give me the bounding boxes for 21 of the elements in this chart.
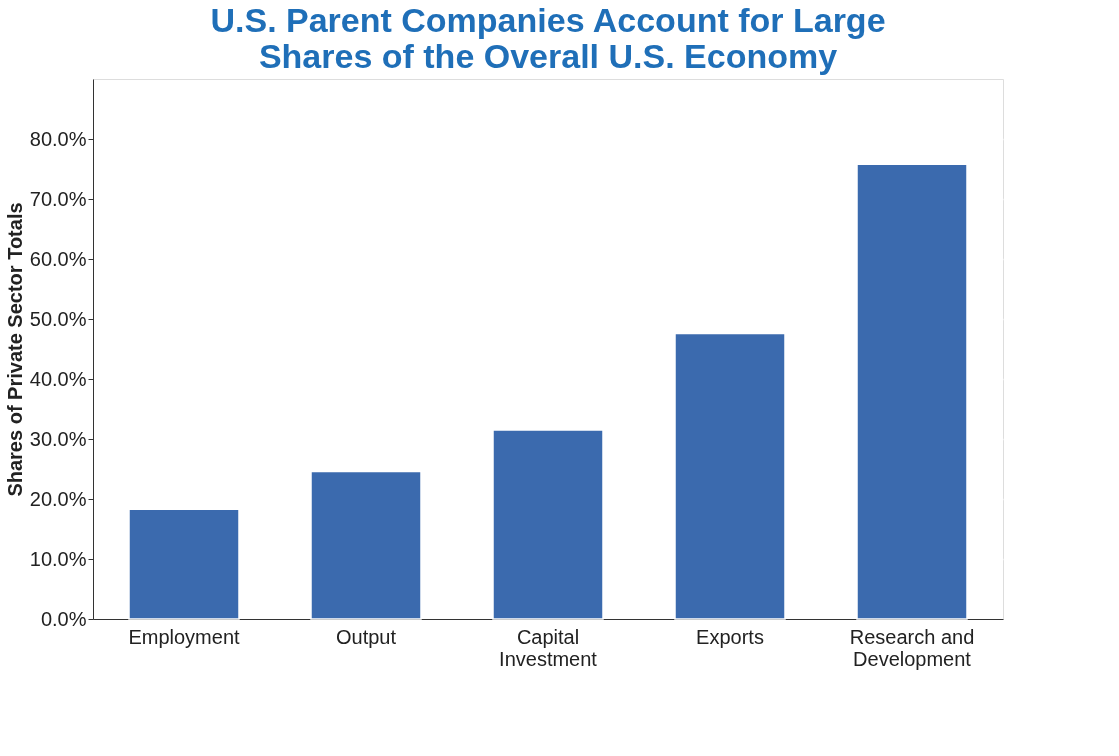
- y-tick-label: 30.0%: [29, 427, 87, 450]
- y-axis-title: Shares of Private Sector Totals: [3, 202, 26, 497]
- y-tick-label: 60.0%: [29, 247, 87, 270]
- bar: [674, 332, 786, 620]
- bar: [128, 508, 240, 620]
- x-tick-label: Capital Investment: [499, 625, 598, 670]
- x-tick-label: Exports: [696, 625, 764, 648]
- x-tick-label: Output: [335, 625, 397, 648]
- chart-title: U.S. Parent Companies Account for Large Shares of the Overall U.S. Economy: [210, 1, 886, 75]
- bar: [310, 470, 422, 620]
- y-tick-label: 0.0%: [40, 607, 87, 630]
- x-tick-label: Employment: [128, 625, 241, 648]
- x-tick-label: Research and Development: [849, 625, 975, 670]
- bar: [492, 429, 604, 620]
- y-tick-label: 20.0%: [29, 487, 87, 510]
- bar: [856, 163, 968, 620]
- y-tick-label: 10.0%: [29, 547, 87, 570]
- y-tick-label: 50.0%: [29, 307, 87, 330]
- y-tick-label: 70.0%: [29, 187, 87, 210]
- y-tick-label: 80.0%: [29, 127, 87, 150]
- y-tick-label: 40.0%: [29, 367, 87, 390]
